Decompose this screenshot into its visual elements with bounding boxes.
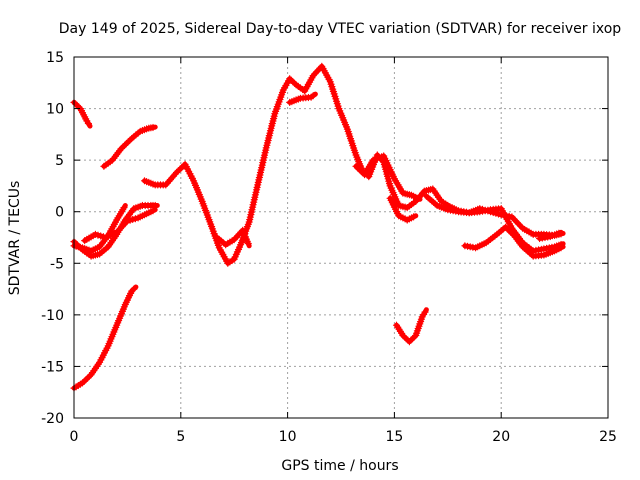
data-point: [478, 205, 487, 213]
y-tick-label: 5: [55, 153, 64, 169]
x-tick-label: 20: [492, 429, 510, 445]
x-tick-label: 15: [385, 429, 403, 445]
data-point: [421, 308, 429, 316]
data-point: [476, 205, 484, 213]
series-arc-g: [140, 62, 566, 267]
y-tick-label: 0: [55, 205, 64, 221]
data-point: [94, 231, 102, 239]
y-tick-label: 10: [46, 102, 64, 118]
axis-ticks: [73, 56, 609, 419]
data-point: [84, 119, 92, 128]
data-point: [129, 215, 137, 223]
data-point: [481, 206, 489, 214]
y-tick-label: -15: [41, 359, 64, 375]
x-tick-label: 5: [176, 429, 185, 445]
y-tick-label: -10: [41, 308, 64, 324]
tick-labels: 0 5 10 15 20 25 -20 -15 -10 -5 0 5 10 15: [41, 50, 617, 445]
data-point: [130, 285, 138, 293]
data-point: [557, 244, 565, 252]
data-point: [131, 215, 139, 223]
series-arc-c: [70, 284, 139, 392]
y-axis-label: SDTVAR / TECUs: [7, 181, 23, 296]
data-point: [414, 194, 422, 202]
series-arc-h: [213, 226, 252, 249]
data-point: [486, 208, 495, 216]
grid-lines: [74, 57, 608, 418]
x-tick-label: 10: [279, 429, 297, 445]
data-point: [123, 217, 131, 225]
series-arc-o: [536, 229, 564, 243]
data-point: [555, 229, 563, 237]
y-tick-label: -20: [41, 411, 64, 427]
series-arc-i: [286, 91, 318, 106]
x-axis-label: GPS time / hours: [281, 458, 398, 474]
chart-title: Day 149 of 2025, Sidereal Day-to-day VTE…: [59, 21, 622, 37]
plot-frame: [73, 56, 609, 419]
data-point: [120, 204, 128, 212]
y-tick-label: -5: [50, 256, 64, 272]
data-point: [244, 239, 252, 248]
series-arc-j: [352, 152, 423, 202]
data-point: [494, 210, 503, 218]
data-point: [410, 213, 418, 221]
y-tick-label: 15: [46, 50, 64, 66]
data-point: [97, 232, 105, 240]
series-arc-b: [100, 123, 158, 170]
series-arc-l: [392, 307, 429, 346]
data-point: [149, 123, 157, 132]
series-arc-m: [422, 192, 566, 239]
data-point: [309, 92, 317, 100]
x-tick-label: 25: [599, 429, 617, 445]
series-arc-n: [461, 223, 566, 260]
series-arc-k: [386, 194, 419, 224]
x-tick-label: 0: [70, 429, 79, 445]
data-point: [149, 207, 157, 215]
series-arc-f: [81, 207, 158, 245]
data-series: [70, 62, 566, 392]
data-point: [489, 208, 497, 217]
